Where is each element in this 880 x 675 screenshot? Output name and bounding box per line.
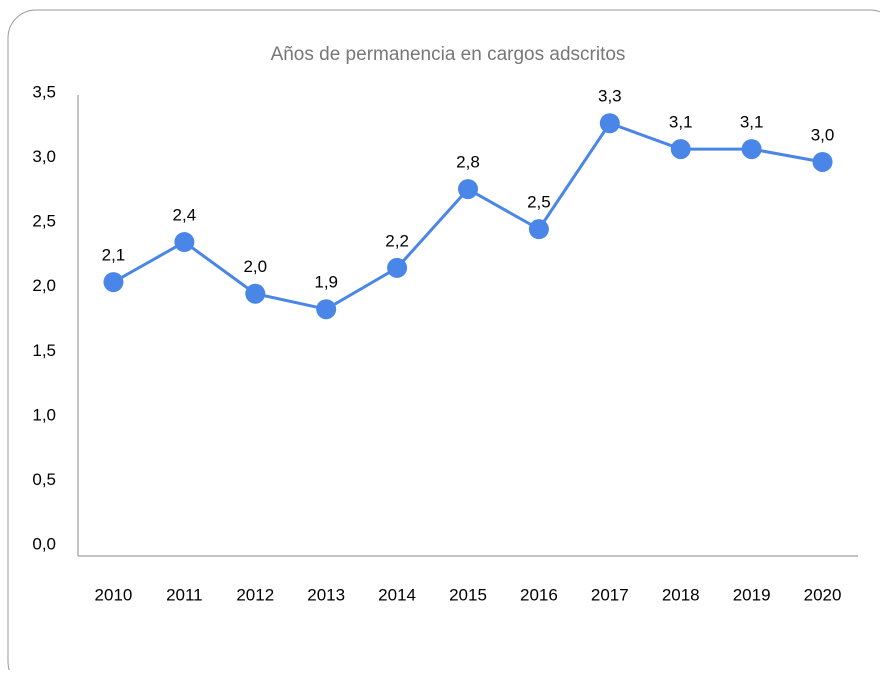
data-label: 1,9 bbox=[314, 273, 338, 292]
chart-border bbox=[7, 9, 880, 675]
y-tick-label: 1,0 bbox=[32, 405, 56, 424]
x-tick-label: 2017 bbox=[591, 585, 629, 604]
marker bbox=[103, 272, 124, 293]
y-tick-label: 2,5 bbox=[32, 212, 56, 231]
marker bbox=[316, 299, 337, 320]
marker bbox=[670, 139, 691, 160]
x-tick-label: 2015 bbox=[449, 585, 487, 604]
x-tick-label: 2010 bbox=[95, 585, 133, 604]
y-tick-label: 2,0 bbox=[32, 276, 56, 295]
y-tick-label: 1,5 bbox=[32, 341, 56, 360]
x-tick-label: 2012 bbox=[236, 585, 274, 604]
chart-title: Años de permanencia en cargos adscritos bbox=[271, 44, 626, 65]
y-tick-label: 0,5 bbox=[32, 470, 56, 489]
y-tick-label: 3,0 bbox=[32, 147, 56, 166]
data-label: 3,1 bbox=[740, 113, 764, 132]
x-tick-label: 2011 bbox=[166, 585, 203, 604]
marker bbox=[528, 219, 549, 240]
x-tick-label: 2016 bbox=[520, 585, 558, 604]
data-label: 2,8 bbox=[456, 153, 480, 172]
x-tick-label: 2020 bbox=[804, 585, 842, 604]
data-label: 2,0 bbox=[243, 257, 267, 276]
marker bbox=[812, 151, 833, 172]
marker bbox=[458, 179, 478, 200]
y-tick-label: 0,0 bbox=[32, 534, 56, 553]
marker bbox=[174, 232, 195, 253]
data-label: 2,4 bbox=[173, 206, 197, 225]
data-label: 3,0 bbox=[811, 125, 835, 144]
x-tick-label: 2018 bbox=[662, 585, 700, 604]
marker bbox=[245, 283, 266, 304]
data-label: 2,5 bbox=[527, 193, 551, 212]
x-tick-label: 2013 bbox=[307, 585, 345, 604]
x-tick-label: 2014 bbox=[378, 585, 416, 604]
marker bbox=[741, 139, 762, 160]
data-label: 2,1 bbox=[102, 246, 126, 265]
marker bbox=[599, 113, 620, 134]
marker bbox=[387, 257, 408, 278]
data-label: 3,3 bbox=[598, 87, 622, 106]
x-tick-label: 2019 bbox=[733, 585, 771, 604]
data-label: 2,2 bbox=[385, 231, 409, 250]
y-tick-label: 3,5 bbox=[32, 82, 56, 101]
data-label: 3,1 bbox=[669, 113, 693, 132]
